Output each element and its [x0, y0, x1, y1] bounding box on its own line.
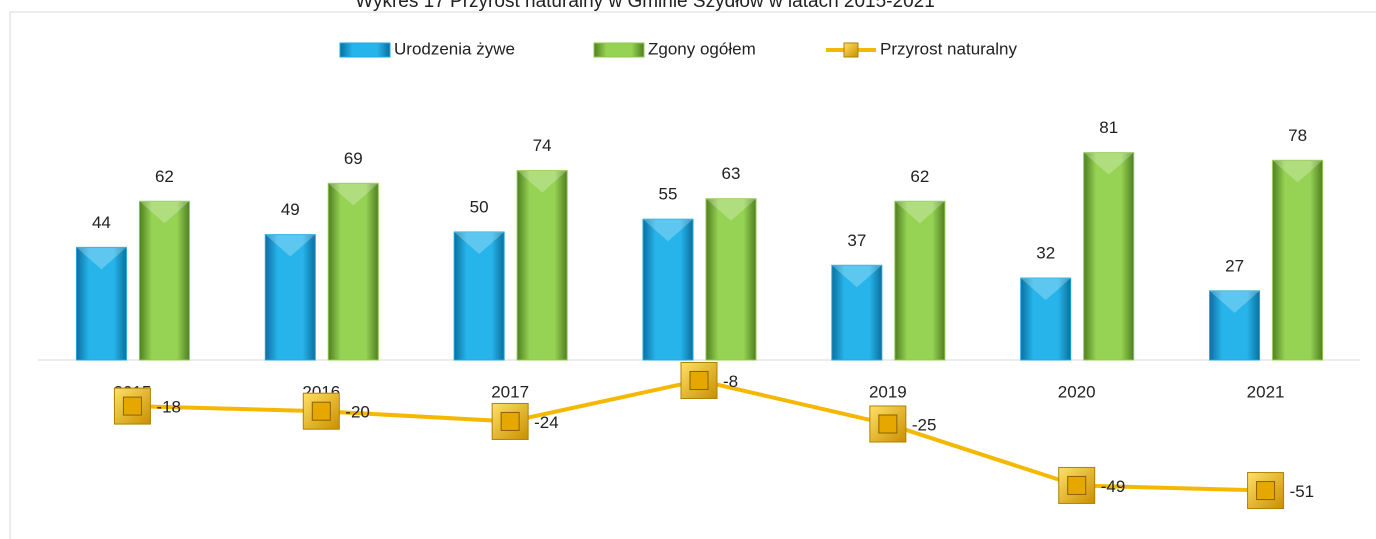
bar-bevel: [76, 247, 127, 270]
x-tick-label: 2017: [491, 382, 529, 401]
bar: [453, 231, 505, 361]
bar: [138, 200, 190, 361]
x-tick-label: 2020: [1058, 382, 1096, 401]
bar-bevel: [706, 198, 756, 221]
data-label: -24: [534, 413, 559, 432]
data-label: 55: [659, 185, 678, 204]
legend-label: Przyrost naturalny: [880, 39, 1017, 58]
line-marker: [680, 361, 718, 399]
data-label: -49: [1101, 477, 1126, 496]
bar-bevel: [1020, 278, 1071, 301]
bar: [1083, 152, 1135, 361]
line-marker-inner: [1256, 481, 1276, 501]
bar: [327, 182, 379, 361]
bar-bevel: [1209, 290, 1260, 313]
bar-bevel: [517, 170, 568, 193]
line-marker-inner: [689, 370, 709, 390]
bar: [1209, 290, 1261, 361]
bar-bevel: [831, 265, 882, 288]
bar-bevel: [1083, 152, 1134, 175]
bar: [1020, 277, 1072, 361]
legend-label: Zgony ogółem: [648, 39, 756, 58]
data-label: 49: [281, 200, 300, 219]
bar-bevel: [265, 234, 316, 257]
bar: [894, 200, 946, 361]
data-label: 44: [92, 213, 111, 232]
line-marker-inner: [311, 401, 331, 421]
legend-swatch: [593, 42, 645, 58]
data-label: -8: [723, 372, 738, 391]
legend-label: Urodzenia żywe: [394, 39, 515, 58]
line-marker-inner: [500, 411, 520, 431]
data-label: 78: [1288, 126, 1307, 145]
data-label: 63: [722, 164, 741, 183]
bar-bevel: [643, 219, 693, 242]
bar-bevel: [1272, 160, 1323, 183]
line-marker-inner: [878, 414, 898, 434]
line-marker-inner: [122, 396, 142, 416]
chart-title: Wykres 17 Przyrost naturalny w Gminie Sz…: [355, 0, 935, 12]
bar: [642, 218, 694, 361]
data-label: 32: [1036, 244, 1055, 263]
data-label: 69: [344, 149, 363, 168]
data-label: 50: [470, 197, 489, 216]
bar: [75, 246, 127, 361]
bar-bevel: [139, 201, 190, 224]
data-label: 81: [1099, 118, 1118, 137]
bar: [705, 198, 757, 361]
data-label: 62: [155, 167, 174, 186]
data-label: -51: [1290, 482, 1315, 501]
bar: [1272, 159, 1324, 361]
x-tick-label: 2021: [1247, 382, 1285, 401]
legend-swatch: [339, 42, 391, 58]
data-label: 62: [910, 167, 929, 186]
bar: [516, 170, 568, 361]
x-tick-label: 2019: [869, 382, 907, 401]
data-label: -20: [345, 403, 370, 422]
chart-border: [9, 11, 1376, 539]
data-label: 37: [847, 231, 866, 250]
bar: [831, 264, 883, 361]
data-label: 27: [1225, 256, 1244, 275]
bar-bevel: [454, 232, 505, 254]
bar-bevel: [894, 201, 945, 224]
line-marker-inner: [1067, 475, 1087, 495]
data-label: -25: [912, 415, 937, 434]
bar-bevel: [328, 183, 379, 206]
data-label: 74: [533, 136, 552, 155]
legend-marker: [843, 42, 859, 58]
bar: [264, 234, 316, 361]
data-label: -18: [156, 398, 181, 417]
